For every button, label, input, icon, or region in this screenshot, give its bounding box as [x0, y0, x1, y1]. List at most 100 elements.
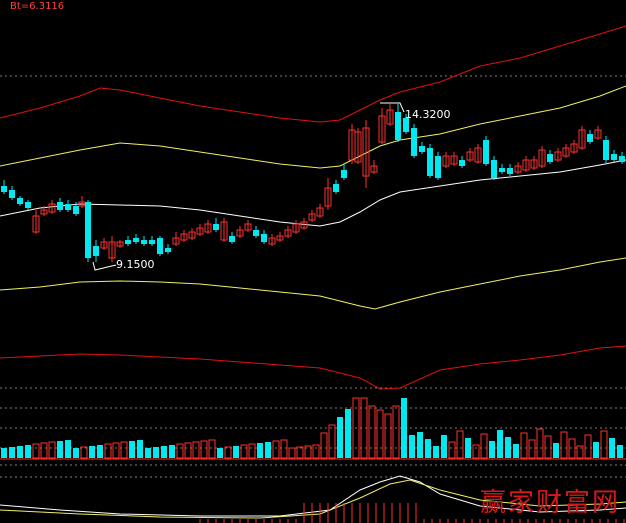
candle-body	[362, 127, 370, 177]
candle-body	[213, 224, 219, 230]
volume-bar	[456, 430, 464, 459]
volume-bar	[97, 445, 103, 458]
candle-body	[93, 246, 99, 256]
candle-body	[530, 159, 538, 169]
candle-body	[40, 209, 48, 215]
volume-bar	[208, 439, 216, 459]
candle-body	[435, 156, 441, 178]
candle-body	[587, 134, 593, 142]
lower-band-mid	[0, 257, 626, 310]
volume-bar	[40, 442, 48, 459]
candle-body	[341, 170, 347, 178]
candle-body	[85, 202, 91, 258]
volume-bar	[392, 405, 400, 459]
volume-bar	[57, 441, 63, 458]
candle-body	[300, 221, 308, 229]
candle-body	[562, 147, 570, 157]
candle-body	[133, 238, 139, 242]
volume-bar	[593, 442, 599, 458]
candle-body	[261, 234, 267, 242]
volume-bar	[312, 444, 320, 459]
volume-bar	[584, 434, 592, 459]
volume-bar	[145, 448, 151, 458]
candle-body	[57, 202, 63, 210]
volume-bar	[513, 444, 519, 458]
candle-body	[141, 240, 147, 244]
candle-body	[236, 229, 244, 237]
volume-bar	[497, 430, 503, 458]
candle-body	[603, 140, 609, 160]
candle-body	[547, 154, 553, 162]
volume-bar	[265, 442, 271, 458]
volume-bar	[352, 397, 360, 459]
low-price-label: 9.1500	[116, 258, 155, 271]
volume-bar	[425, 439, 431, 458]
high-price-label: 14.3200	[405, 108, 451, 121]
volume-bar	[617, 445, 623, 458]
volume-bar	[129, 441, 135, 458]
candle-body	[276, 235, 284, 241]
candle-body	[65, 204, 71, 210]
volume-bar	[48, 441, 56, 459]
volume-bar	[169, 445, 175, 458]
volume-bar	[345, 409, 351, 458]
volume-bar	[184, 442, 192, 459]
candle-body	[292, 223, 300, 233]
volume-bar	[600, 430, 608, 459]
volume-bar	[73, 448, 79, 458]
candle-body	[474, 147, 482, 163]
candle-body	[116, 241, 124, 247]
volume-bar	[609, 438, 615, 458]
volume-bar	[448, 441, 456, 459]
candle-body	[316, 207, 324, 217]
volume-bar	[337, 417, 343, 458]
candle-body	[491, 160, 497, 178]
volume-bar	[409, 435, 415, 458]
volume-bar	[257, 443, 263, 458]
volume-bar	[80, 446, 88, 459]
candle-body	[48, 203, 56, 213]
volume-bar	[433, 446, 439, 458]
volume-bar	[480, 433, 488, 459]
watermark-logo: 赢家财富网	[479, 488, 620, 518]
volume-bar	[544, 435, 552, 459]
volume-bar	[384, 413, 392, 459]
volume-bar	[176, 443, 184, 459]
volume-bar	[120, 441, 128, 459]
candle-body	[1, 186, 7, 192]
volume-bar	[89, 446, 95, 458]
candle-body	[499, 168, 505, 172]
volume-bar	[376, 409, 384, 459]
candle-body	[459, 160, 465, 166]
volume-bar	[465, 438, 471, 458]
lower-band-outer	[0, 345, 626, 390]
candle-body	[538, 149, 546, 167]
volume-bar	[536, 428, 544, 459]
volume-bar	[360, 397, 368, 459]
volume-bar	[576, 445, 584, 459]
volume-bar	[9, 447, 15, 458]
candle-body	[204, 223, 212, 233]
candle-body	[419, 146, 425, 152]
volume-bar	[296, 446, 304, 459]
candle-body	[466, 151, 474, 161]
candle-body	[17, 198, 23, 204]
volume-bar	[368, 405, 376, 459]
candle-body	[149, 240, 155, 244]
candle-body	[253, 230, 259, 236]
candle-body	[333, 184, 339, 192]
candle-body	[578, 129, 586, 149]
candle-body	[73, 206, 79, 214]
volume-bar	[520, 432, 528, 459]
volume-bar	[328, 424, 336, 459]
candle-body	[32, 215, 40, 233]
volume-bar	[568, 438, 576, 459]
candle-body	[403, 118, 409, 132]
volume-bar	[304, 445, 312, 459]
candle-body	[100, 241, 108, 249]
upper-band-outer	[0, 25, 626, 123]
candle-body	[507, 168, 513, 174]
candle-body	[268, 237, 276, 245]
volume-bar	[65, 440, 71, 458]
